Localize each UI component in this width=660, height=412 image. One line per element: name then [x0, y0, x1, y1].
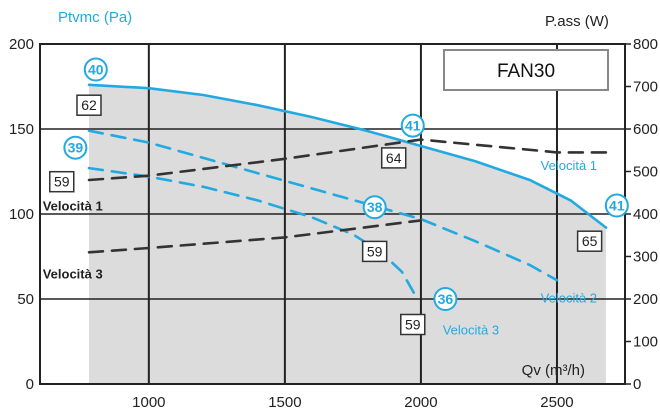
efficiency-circle-label: 41 [405, 118, 421, 134]
noise-box-label: 59 [54, 174, 70, 190]
noise-box-label: 59 [367, 243, 383, 259]
noise-box [400, 313, 426, 336]
efficiency-circle-label: 40 [88, 62, 104, 78]
pressure-line-1 [87, 129, 559, 282]
y-tick-label-left: 150 [9, 121, 34, 138]
x-tick-label: 1000 [132, 394, 165, 411]
efficiency-circle-label: 39 [68, 140, 84, 156]
y-tick-label-right: 800 [633, 36, 658, 53]
noise-box-label: 62 [81, 97, 97, 113]
y-tick-label-left: 50 [17, 291, 34, 308]
y-tick-label-right: 0 [633, 376, 641, 393]
y-axis-title-right: P.ass (W) [545, 13, 609, 30]
efficiency-circle [63, 135, 88, 160]
noise-box [361, 240, 388, 263]
y-tick-label-right: 500 [633, 164, 658, 181]
y-tick-label-right: 300 [633, 249, 658, 266]
power-line-1 [87, 219, 423, 254]
efficiency-circle-label: 41 [609, 198, 625, 214]
noise-box [76, 94, 102, 116]
series-name-label: Velocità 2 [541, 290, 597, 305]
annotations: 40 39 41 38 36 41 62 59 64 59 59 65 Velocità 1 Veloci… [43, 57, 629, 338]
noise-box-label: 64 [386, 150, 402, 166]
noise-box [576, 230, 603, 252]
fan-model-box: FAN30 [443, 49, 609, 91]
x-tick-label: 2000 [404, 394, 437, 411]
series-name-label: Velocità 3 [43, 267, 103, 282]
x-tick-label: 2500 [540, 394, 573, 411]
series-lines [87, 83, 613, 297]
efficiency-circle [433, 287, 458, 311]
y-tick-label-right: 600 [633, 121, 658, 138]
pressure-line-2 [87, 166, 417, 297]
series-name-label: Velocità 1 [43, 199, 103, 214]
operating-area [88, 84, 606, 385]
y-tick-label-left: 0 [26, 376, 34, 393]
y-tick-label-right: 200 [633, 291, 658, 308]
efficiency-circle [362, 195, 387, 220]
noise-box [49, 170, 75, 193]
efficiency-circle [604, 193, 629, 218]
operating-area-fill [88, 84, 606, 385]
x-axis-title: Qv (m³/h) [522, 362, 585, 379]
tick-labels: 1000 1500 2000 2500050100150200010020030040… [9, 36, 658, 411]
efficiency-circle-label: 36 [438, 291, 454, 307]
y-axis-title-left: Ptvmc (Pa) [58, 9, 132, 26]
x-tick-label: 1500 [268, 394, 301, 411]
noise-box-label: 65 [582, 233, 598, 249]
efficiency-circle [400, 113, 425, 138]
series-name-label: Velocità 1 [541, 158, 597, 173]
chart-title: FAN30 [497, 61, 555, 82]
power-line-0 [87, 138, 613, 182]
y-tick-label-left: 200 [9, 36, 34, 53]
noise-box-label: 59 [405, 317, 421, 333]
series-name-label: Velocità 3 [443, 323, 499, 338]
y-tick-label-right: 400 [633, 206, 658, 223]
y-tick-label-left: 100 [9, 206, 34, 223]
noise-box [380, 147, 407, 169]
efficiency-circle-label: 38 [367, 199, 383, 215]
pressure-line-0 [87, 83, 608, 229]
efficiency-circle [83, 57, 108, 82]
y-tick-label-right: 100 [633, 334, 658, 351]
y-tick-label-right: 700 [633, 79, 658, 96]
